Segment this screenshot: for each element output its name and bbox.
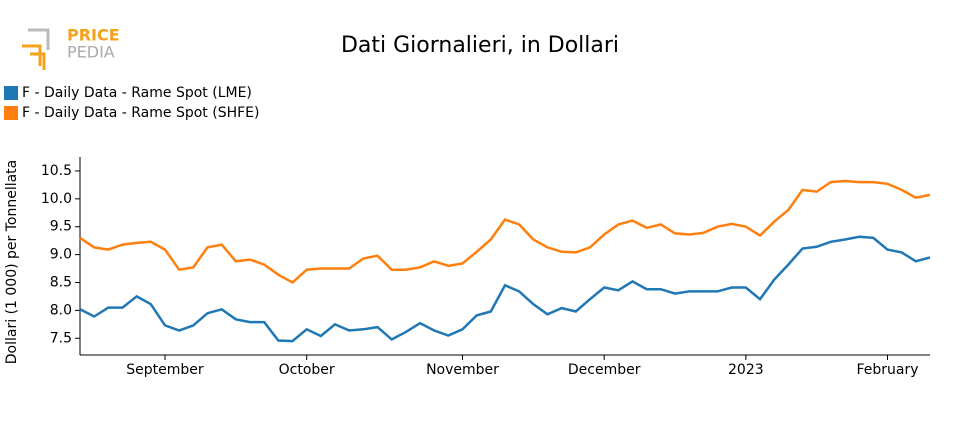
x-tick-label: November [426,362,499,378]
x-tick-label: December [568,362,641,378]
x-tick-label: September [126,362,204,378]
logo-text: PEDIA [67,43,115,62]
y-tick-label: 8.5 [50,274,72,290]
y-tick-label: 8.0 [50,302,72,318]
x-tick-label: February [856,362,918,378]
logo: PRICE PEDIA [22,26,120,70]
logo-mark [22,44,46,70]
legend-swatch [4,86,18,100]
y-tick-label: 10.5 [41,163,72,179]
logo-mark [28,28,50,50]
series-line [79,235,931,343]
logo-text: PRICE [67,26,120,45]
y-tick-label: 7.5 [50,330,72,346]
legend-swatch [4,106,18,120]
y-tick-label: 9.0 [50,247,72,263]
x-tick-label: October [279,362,335,378]
x-tick-label: 2023 [728,362,764,378]
y-tick-label: 10.0 [41,191,72,207]
series-line [79,179,931,285]
legend-label: F - Daily Data - Rame Spot (LME) [22,85,252,101]
chart-title: Dati Giornalieri, in Dollari [341,33,619,58]
y-tick-label: 9.5 [50,219,72,235]
legend-label: F - Daily Data - Rame Spot (SHFE) [22,105,259,121]
y-axis-label: Dollari (1 000) per Tonnellata [4,160,20,364]
